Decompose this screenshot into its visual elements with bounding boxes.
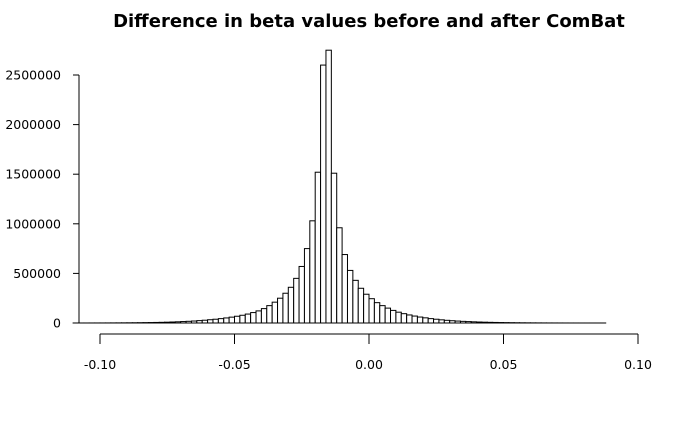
histogram-bar: [213, 319, 218, 323]
histogram-bar: [245, 314, 250, 323]
histogram-bar: [191, 321, 196, 323]
histogram-bar: [288, 287, 293, 323]
histogram-bar: [304, 249, 309, 323]
histogram-bar: [396, 312, 401, 323]
y-axis: 0 500000 1000000 1500000 2000000 2500000: [5, 68, 79, 331]
histogram-bar: [315, 172, 320, 323]
histogram-bar: [326, 50, 331, 323]
x-tick-label: -0.05: [218, 357, 250, 372]
histogram-bar: [310, 221, 315, 323]
histogram-bar: [256, 311, 261, 323]
histogram-bar: [186, 321, 191, 323]
y-tick-label: 2500000: [5, 68, 61, 83]
histogram-bar: [229, 317, 234, 323]
histogram-bar: [267, 306, 272, 323]
histogram-bar: [299, 266, 304, 323]
x-tick-label: 0.10: [624, 357, 652, 372]
histogram-bar: [482, 322, 487, 323]
histogram-bar: [466, 322, 471, 323]
histogram-bar: [235, 316, 240, 323]
histogram-bar: [444, 320, 449, 323]
histogram-bar: [434, 319, 439, 323]
y-tick-label: 0: [53, 316, 61, 331]
histogram-bar: [412, 316, 417, 323]
histogram-bar: [358, 288, 363, 323]
histogram-bar: [294, 278, 299, 323]
histogram-bar: [342, 255, 347, 323]
histogram-bar: [202, 320, 207, 323]
histogram-bar: [175, 322, 180, 323]
histogram-bar: [493, 322, 498, 323]
histogram-bar: [278, 298, 283, 323]
histogram-bar: [385, 308, 390, 323]
x-tick-label: 0.00: [355, 357, 383, 372]
histogram-bar: [369, 299, 374, 323]
histogram-bar: [283, 293, 288, 323]
histogram-bar: [347, 270, 352, 323]
histogram-bars: [73, 50, 606, 323]
histogram-bar: [159, 322, 164, 323]
y-tick-label: 1000000: [5, 216, 61, 231]
histogram-bar: [423, 318, 428, 323]
histogram-bar: [487, 322, 492, 323]
histogram-bar: [401, 314, 406, 323]
histogram-bar: [471, 322, 476, 323]
histogram-bar: [218, 319, 223, 323]
histogram-bar: [197, 321, 202, 323]
histogram-bar: [407, 315, 412, 323]
histogram-bar: [224, 318, 229, 323]
histogram-bar: [170, 322, 175, 323]
histogram-bar: [165, 322, 170, 323]
y-tick-label: 1500000: [5, 167, 61, 182]
histogram-bar: [181, 322, 186, 323]
histogram-bar: [477, 322, 482, 323]
histogram-bar: [154, 322, 159, 323]
y-tick-label: 2000000: [5, 117, 61, 132]
histogram-bar: [331, 173, 336, 323]
histogram-bar: [321, 65, 326, 323]
chart-title: Difference in beta values before and aft…: [113, 11, 625, 32]
histogram-bar: [417, 317, 422, 323]
histogram-bar: [353, 280, 358, 323]
histogram-bar: [208, 320, 213, 323]
histogram-bar: [450, 321, 455, 323]
x-axis: -0.10 -0.05 0.00 0.05 0.10: [84, 334, 652, 372]
histogram-bar: [439, 320, 444, 323]
histogram-bar: [272, 302, 277, 323]
histogram-bar: [364, 294, 369, 323]
histogram-bar: [251, 313, 256, 323]
histogram-bar: [380, 306, 385, 323]
histogram-bar: [337, 228, 342, 323]
y-tick-label: 500000: [13, 266, 61, 281]
x-tick-label: 0.05: [490, 357, 518, 372]
histogram-bar: [455, 321, 460, 323]
histogram-bar: [428, 319, 433, 323]
histogram-bar: [261, 309, 266, 323]
histogram-bar: [374, 303, 379, 323]
histogram-bar: [391, 310, 396, 323]
histogram-bar: [240, 315, 245, 323]
x-tick-label: -0.10: [84, 357, 116, 372]
histogram-bar: [460, 321, 465, 323]
